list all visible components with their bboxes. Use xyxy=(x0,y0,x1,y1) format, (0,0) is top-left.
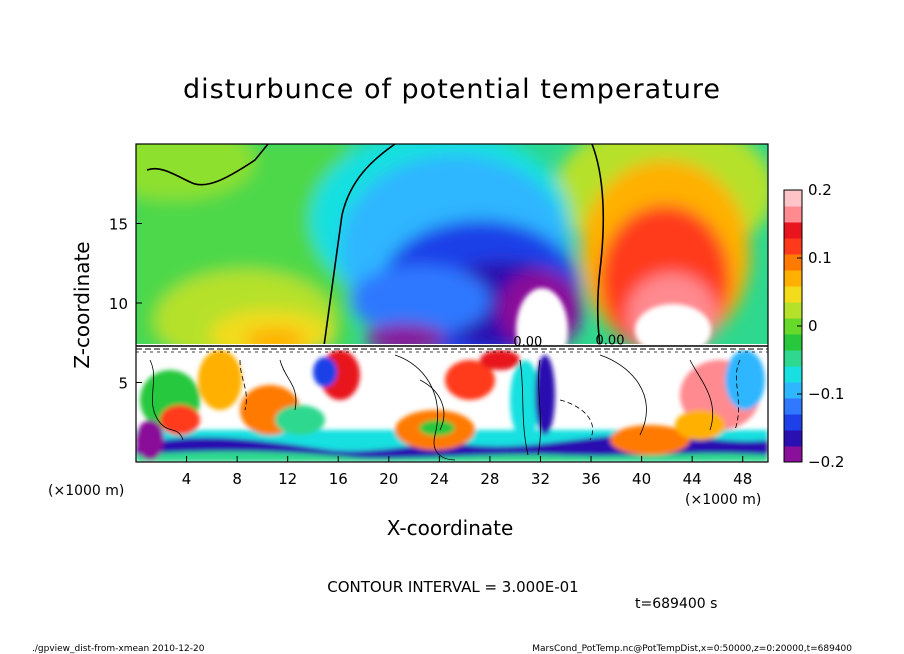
x-tick-label: 40 xyxy=(632,470,651,488)
colorbar-swatch xyxy=(784,446,802,463)
y-axis-label: Z-coordinate xyxy=(70,241,94,369)
colorbar-swatch xyxy=(784,190,802,207)
time-label: t=689400 s xyxy=(635,596,718,612)
footer-data-source: MarsCond_PotTemp.nc@PotTempDist,x=0:5000… xyxy=(532,644,852,654)
colorbar-swatch xyxy=(784,382,802,399)
x-tick-label: 20 xyxy=(379,470,398,488)
colorbar-swatch xyxy=(784,414,802,431)
y-tick-label: 5 xyxy=(118,375,128,393)
colorbar-swatch xyxy=(784,366,802,383)
colorbar-tick-label: 0 xyxy=(808,317,818,335)
contour-label: 0.00 xyxy=(513,335,542,350)
contour-labels: 0.00 0.00 xyxy=(513,333,624,350)
x-tick-label: 16 xyxy=(329,470,348,488)
colorbar-swatch xyxy=(784,334,802,351)
y-axis: 5 10 15 xyxy=(109,216,142,393)
colorbar-swatch xyxy=(784,254,802,271)
colorbar-swatch xyxy=(784,222,802,239)
x-tick-label: 8 xyxy=(232,470,242,488)
colorbar-tick-label: −0.2 xyxy=(808,453,844,471)
x-axis: 4 8 12 16 20 24 28 32 36 40 44 48 xyxy=(182,456,752,488)
y-tick-label: 15 xyxy=(109,216,128,234)
x-tick-label: 28 xyxy=(480,470,499,488)
x-unit-label-left: (×1000 m) xyxy=(48,483,125,499)
x-tick-label: 12 xyxy=(278,470,297,488)
colorbar-swatch xyxy=(784,318,802,335)
colorbar-swatch xyxy=(784,238,802,255)
x-axis-label: X-coordinate xyxy=(386,516,514,540)
x-tick-label: 36 xyxy=(581,470,600,488)
colorbar-swatch xyxy=(784,350,802,367)
contour-interval-note: CONTOUR INTERVAL = 3.000E-01 xyxy=(327,578,579,596)
x-tick-label: 4 xyxy=(182,470,192,488)
colorbar-swatch xyxy=(784,302,802,319)
colorbar-swatch xyxy=(784,286,802,303)
colorbar-tick-label: 0.2 xyxy=(808,181,832,199)
colorbar-swatch xyxy=(784,270,802,287)
heatmap-field xyxy=(136,144,768,462)
colorbar-swatch xyxy=(784,206,802,223)
contour-label: 0.00 xyxy=(596,333,625,348)
x-tick-label: 24 xyxy=(430,470,449,488)
colorbar-swatch xyxy=(784,398,802,415)
x-tick-label: 32 xyxy=(531,470,550,488)
colorbar-tick-label: 0.1 xyxy=(808,249,832,267)
x-tick-label: 44 xyxy=(683,470,702,488)
colorbar: 0.2 0.1 0 −0.1 −0.2 xyxy=(783,181,844,471)
footer-script-name: ./gpview_dist-from-xmean 2010-12-20 xyxy=(32,644,205,654)
colorbar-swatch xyxy=(784,430,802,447)
y-tick-label: 10 xyxy=(109,295,128,313)
chart-title: disturbunce of potential temperature xyxy=(183,74,721,105)
x-tick-label: 48 xyxy=(733,470,752,488)
colorbar-tick-label: −0.1 xyxy=(808,385,844,403)
x-unit-label-right: (×1000 m) xyxy=(685,492,762,508)
